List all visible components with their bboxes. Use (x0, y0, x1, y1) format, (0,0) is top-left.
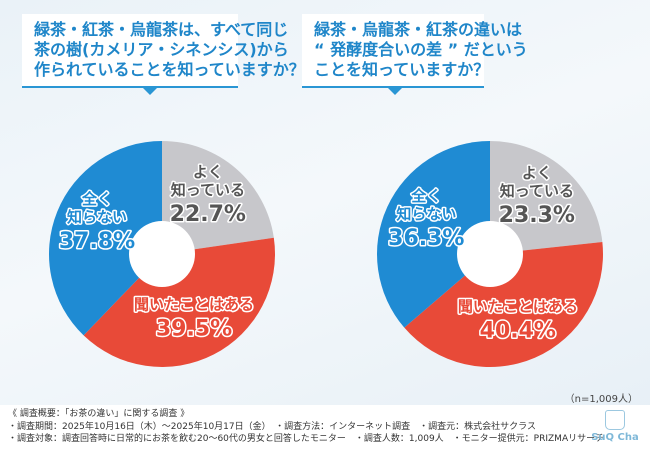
donut-hole (457, 221, 523, 287)
slice-value-label: 37.8% (59, 229, 135, 254)
callout-pointer (142, 87, 158, 95)
slice-category-label: よく (522, 164, 552, 182)
slice-category-label: よく (193, 163, 223, 181)
slice-value-label: 40.4% (480, 318, 556, 343)
logo-text: SuQ Cha (591, 432, 639, 443)
slice-value-label: 22.7% (170, 202, 246, 227)
footer-line: 《 調査概要：「お茶の違い」に関する調査 》 (8, 409, 190, 419)
slice-category-label: 聞いたことはある (458, 297, 578, 315)
pie-slice (83, 237, 275, 368)
brand-logo: SuQ Cha (590, 410, 640, 443)
question-line: 緑茶・紅茶・烏龍茶は、すべて同じ (34, 20, 289, 39)
pie-slice (404, 241, 604, 368)
question-line: 緑茶・烏龍茶・紅茶の違いは (314, 20, 523, 39)
footer-line: ・調査期間：2025年10月16日（木）～2025年10月17日（金） ・調査方… (8, 421, 536, 432)
pie-slice (490, 141, 603, 254)
footer-line: ・調査対象：調査回答時に日常的にお茶を飲む20～60代の男女と回答したモニター … (8, 434, 605, 444)
pie-slice (48, 141, 163, 336)
slice-category-label: 知らない (67, 208, 127, 226)
slice-label: 聞いたことはある 39.5% (132, 294, 255, 343)
question-line: ことを知っていますか？ (314, 60, 490, 79)
callout-pointer (387, 87, 403, 95)
survey-footer: 《 調査概要：「お茶の違い」に関する調査 》 ・調査期間：2025年10月16日… (0, 405, 650, 450)
slice-category-label: 全く (81, 190, 112, 208)
question-1-callout: 緑茶・紅茶・烏龍茶は、すべて同じ 茶の樹(カメリア・シネンシス)から 作られてい… (22, 14, 305, 95)
slice-category-label: 全く (410, 187, 441, 205)
cup-icon (605, 410, 625, 430)
sample-size: （n=1,009人） (564, 394, 638, 405)
slice-value-label: 39.5% (156, 316, 232, 341)
donut-hole (129, 221, 195, 287)
slice-category-label: 聞いたことはある (134, 295, 254, 313)
pie-slice (377, 141, 490, 328)
question-2-callout: 緑茶・烏龍茶・紅茶の違いは “ 発酵度合いの差 ” だという ことを知っています… (302, 14, 528, 95)
question-line: 茶の樹(カメリア・シネンシス)から (34, 40, 289, 59)
slice-value-label: 36.3% (388, 226, 464, 251)
slice-category-label: 知っている (500, 182, 574, 200)
slice-label: 聞いたことはある 40.4% (456, 296, 579, 345)
pie-slice (162, 141, 274, 254)
slice-category-label: 知っている (171, 181, 245, 199)
slice-category-label: 知らない (396, 205, 456, 223)
slice-value-label: 23.3% (499, 203, 575, 228)
